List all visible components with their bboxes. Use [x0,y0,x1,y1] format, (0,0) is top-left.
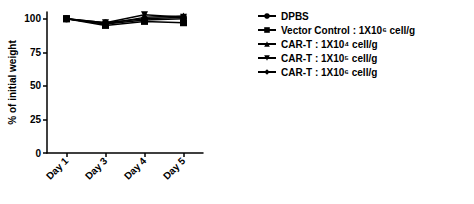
svg-text:0: 0 [35,148,41,159]
svg-text:DPBS: DPBS [281,11,309,22]
svg-text:Day 4: Day 4 [122,155,149,182]
svg-text:% of initial weight: % of initial weight [7,40,18,125]
svg-text:CAR-T : 1X10⁵ cell/g: CAR-T : 1X10⁵ cell/g [281,53,377,64]
svg-text:75: 75 [30,47,42,58]
svg-text:Vector Control : 1X10⁶ cell/g: Vector Control : 1X10⁶ cell/g [281,25,415,36]
svg-text:CAR-T : 1X10⁶ cell/g: CAR-T : 1X10⁶ cell/g [281,67,377,78]
svg-text:100: 100 [24,13,41,24]
svg-text:Day 3: Day 3 [83,155,110,182]
svg-text:25: 25 [30,114,42,125]
svg-text:CAR-T : 1X10⁴ cell/g: CAR-T : 1X10⁴ cell/g [281,39,378,50]
svg-text:Day 1: Day 1 [44,155,71,182]
svg-text:50: 50 [30,80,42,91]
svg-text:Day 5: Day 5 [161,155,188,182]
